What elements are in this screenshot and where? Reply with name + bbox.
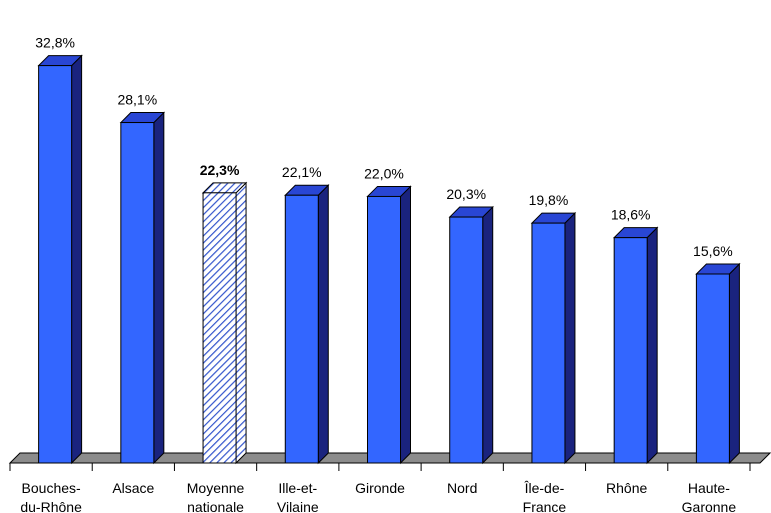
bars bbox=[37, 54, 741, 465]
bar bbox=[695, 262, 741, 465]
bar bbox=[201, 181, 248, 465]
tick-label: Bouches-du-Rhône bbox=[20, 480, 82, 513]
bar bbox=[448, 205, 494, 465]
tick-label: Alsace bbox=[112, 480, 154, 496]
data-label: 19,8% bbox=[529, 192, 569, 208]
bar-side-face bbox=[153, 111, 165, 465]
bar-side-face bbox=[71, 54, 83, 465]
bar-side-face bbox=[317, 184, 329, 465]
data-label: 15,6% bbox=[693, 243, 733, 259]
bar-front-face bbox=[120, 122, 155, 464]
bar-front-face bbox=[202, 192, 237, 464]
bar-side-face bbox=[482, 205, 494, 465]
bar bbox=[366, 185, 412, 465]
bar-side-face bbox=[728, 262, 740, 465]
bar bbox=[119, 111, 166, 465]
data-label: 20,3% bbox=[446, 186, 486, 202]
data-label: 22,1% bbox=[282, 164, 322, 180]
bar-front-face bbox=[695, 273, 730, 464]
bar-front-face bbox=[449, 216, 484, 464]
tick-label: Haute-Garonne bbox=[682, 480, 737, 513]
bar-front-face bbox=[613, 237, 648, 464]
tick-label: Gironde bbox=[355, 480, 405, 496]
tick-label: Ille-et-Vilaine bbox=[277, 480, 319, 513]
x-axis bbox=[9, 462, 760, 471]
bar bbox=[284, 184, 330, 465]
bar bbox=[530, 211, 577, 465]
bar-front-face bbox=[367, 195, 401, 464]
bar-side-face bbox=[646, 226, 658, 465]
bar-front-face bbox=[531, 222, 566, 464]
data-label: 22,0% bbox=[364, 165, 404, 181]
value-labels: 32,8% 28,1% 22,3% 22,1% 22,0% 20,3% 19,8% 18,6%… bbox=[35, 35, 732, 259]
bar-front-face bbox=[38, 65, 73, 464]
bar-side-face bbox=[400, 185, 411, 465]
tick-label: Rhône bbox=[606, 480, 647, 496]
bar-side-face bbox=[235, 181, 247, 465]
tick-label: Nord bbox=[447, 480, 477, 496]
data-label: 32,8% bbox=[35, 35, 75, 51]
data-label: 22,3% bbox=[200, 162, 240, 178]
data-label: 18,6% bbox=[611, 207, 651, 223]
bar bbox=[37, 54, 83, 465]
bar-side-face bbox=[564, 211, 576, 465]
data-label: 28,1% bbox=[117, 92, 157, 108]
bar bbox=[612, 226, 659, 465]
tick-label: Île-de-France bbox=[523, 480, 567, 513]
tick-label: Moyenne nationale bbox=[187, 480, 245, 513]
category-labels: Bouches-du-Rhône Alsace Moyenne nationale Il… bbox=[20, 480, 736, 513]
bar-front-face bbox=[284, 194, 319, 464]
